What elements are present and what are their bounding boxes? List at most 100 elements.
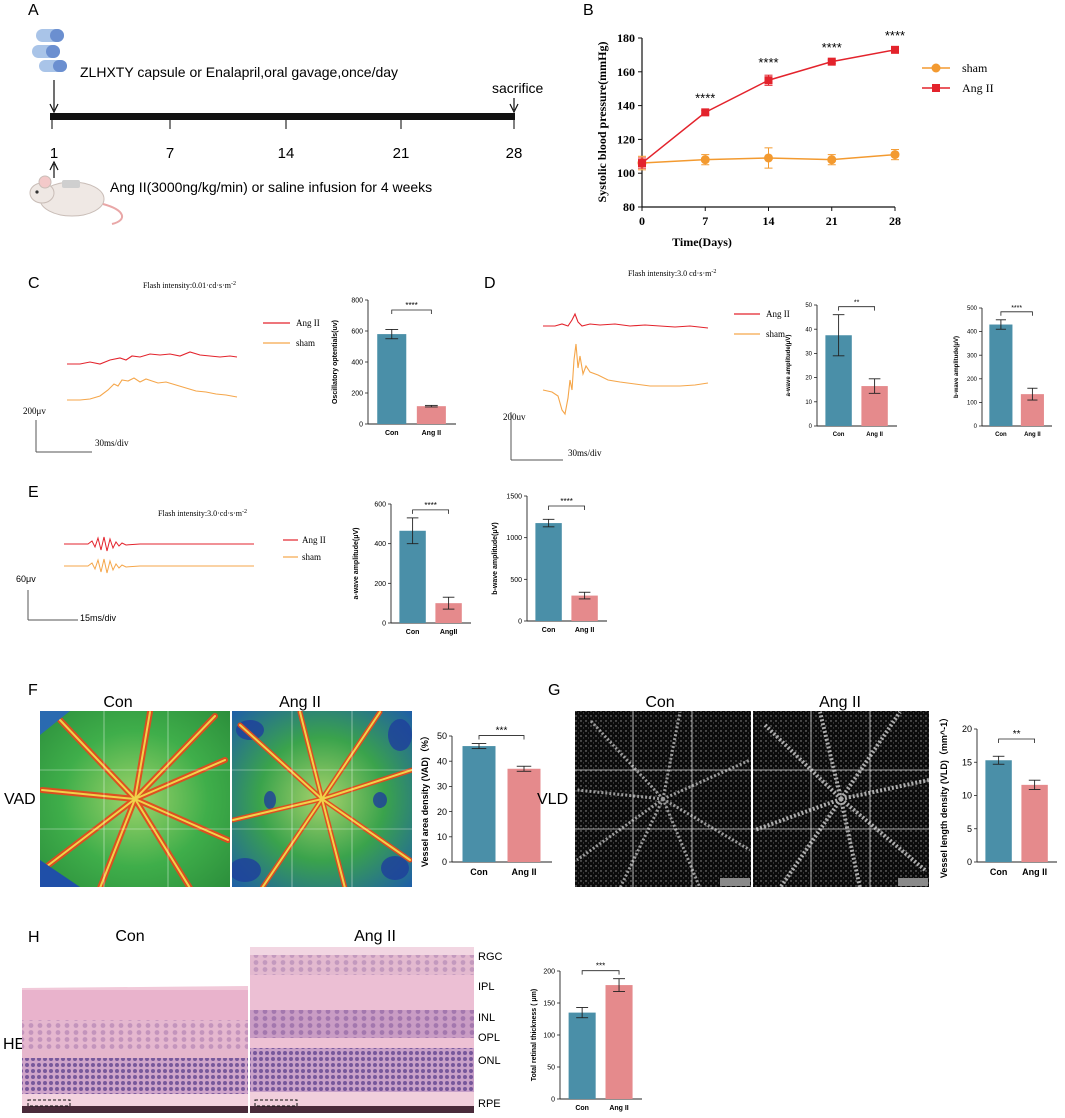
panel-e-erg: Flash intensity:3.0·cd·s·m-2 Ang II sham…	[16, 509, 326, 623]
bar-y-tick-label: 10	[805, 400, 812, 406]
bar-y-tick-label: 600	[351, 328, 363, 335]
panel-g-bar-chart: 0 5 10 15 20 Con Ang II ** Vessel length density…	[939, 713, 1057, 878]
bar-con	[399, 530, 426, 623]
legend-angii: Ang II	[962, 81, 994, 95]
bar-con	[377, 334, 407, 424]
b-point-angii	[827, 57, 836, 66]
bar-y-tick-label: 30	[805, 352, 812, 358]
bar-ang-ii	[605, 985, 633, 1099]
panel-e-bar-b-wave: 0 500 1000 1500 Con Ang II **** b-wave amplitud…	[492, 493, 607, 634]
sacrifice-label: sacrifice	[492, 80, 544, 96]
panel-f-bar-chart: 0 10 20 30 40 50 Con Ang II *** Vessel area densi…	[420, 726, 552, 877]
bar-con	[535, 523, 562, 621]
bar-ang-ii	[1021, 784, 1048, 862]
bar-y-axis-label: b-wave amplitude(μV)	[954, 336, 960, 398]
b-xlabel: Time(Days)	[672, 235, 732, 249]
d-scale-voltage: 200uv	[503, 412, 526, 422]
he-image-con	[22, 947, 248, 1113]
bar-con	[985, 760, 1012, 862]
bar-ang-ii	[571, 595, 598, 621]
bar-y-tick-label: 400	[967, 330, 978, 336]
b-x-tick-label: 0	[639, 214, 645, 228]
bar-ang-ii	[1020, 394, 1044, 426]
timeline-bar	[50, 113, 515, 120]
b-ylabel: Systolic blood pressure(mmHg)	[595, 42, 609, 203]
bar-y-tick-label: 600	[374, 501, 386, 508]
f-col-angii: Ang II	[279, 694, 321, 711]
bar-category-label: Ang II	[866, 432, 883, 438]
bar-y-axis-label: b-wave amplitude(μV)	[492, 522, 499, 594]
d-trace-sham	[542, 343, 709, 416]
bar-ang-ii	[507, 768, 541, 862]
bar-category-label: Con	[406, 629, 420, 636]
layer-label: IPL	[478, 981, 495, 993]
bar-y-axis-label: Total retinal thickness ( μm)	[531, 989, 538, 1081]
bar-category-label: Ang II	[575, 627, 594, 634]
b-point-sham	[827, 155, 837, 165]
f-row-label: VAD	[4, 791, 36, 808]
g-col-angii: Ang II	[819, 694, 861, 711]
bar-y-tick-label: 1500	[506, 493, 522, 500]
bar-significance: ****	[560, 497, 572, 506]
vad-image-angii	[232, 711, 412, 887]
b-point-angii	[701, 108, 710, 117]
bar-significance-bracket	[1000, 311, 1033, 316]
bar-y-axis-label: a-wave amplitude(μV)	[353, 528, 360, 600]
layer-label: OPL	[478, 1032, 500, 1044]
b-y-tick-label: 160	[617, 65, 635, 79]
bar-y-tick-label: 0	[442, 857, 447, 867]
panel-label-d: D	[484, 275, 496, 292]
e-legend-angii: Ang II	[302, 535, 326, 545]
panel-d-bar-b-wave: 0 100 200 300 400 500 Con Ang II **** b-wave ampl…	[954, 305, 1052, 438]
day-label: 1	[50, 145, 58, 162]
b-significance: ****	[695, 91, 715, 106]
panel-label-h: H	[28, 929, 40, 946]
day-label: 21	[393, 145, 410, 162]
panel-label-c: C	[28, 275, 40, 292]
bar-y-tick-label: 50	[437, 731, 447, 741]
h-col-con: Con	[115, 928, 144, 945]
c-legend-sham: sham	[296, 338, 315, 348]
bar-y-tick-label: 40	[805, 327, 812, 333]
d-legend-sham: sham	[766, 329, 785, 339]
e-scale-time: 15ms/div	[80, 613, 117, 623]
bar-con	[989, 324, 1013, 426]
bar-y-tick-label: 20	[805, 376, 812, 382]
bar-y-tick-label: 5	[967, 824, 972, 834]
panel-h-bar-chart: 0 50 100 150 200 Con Ang II *** Total retinal th…	[531, 962, 642, 1112]
bar-y-tick-label: 20	[437, 807, 447, 817]
d-legend-angii: Ang II	[766, 309, 790, 319]
bar-y-tick-label: 0	[809, 424, 813, 430]
bar-significance-bracket	[478, 735, 525, 740]
b-significance: ****	[885, 28, 905, 43]
bar-significance-bracket	[391, 309, 432, 314]
bar-con	[462, 746, 496, 862]
bar-y-axis-label: Vessel length density (VLD)（mm^-1）	[939, 713, 949, 878]
bar-y-tick-label: 30	[437, 782, 447, 792]
panel-label-f: F	[28, 682, 38, 699]
panel-h: Con Ang II HE	[3, 928, 503, 1113]
b-significance: ****	[822, 40, 842, 55]
bar-category-label: Ang II	[1022, 867, 1047, 877]
h-col-angii: Ang II	[354, 928, 396, 945]
c-legend-angii: Ang II	[296, 318, 320, 328]
panel-c-erg: Flash intensity:0.01·cd·s·m-2 Ang II sha…	[23, 281, 320, 453]
bar-significance-bracket	[838, 306, 875, 311]
bar-significance-bracket	[998, 738, 1035, 743]
layer-label: INL	[478, 1012, 495, 1024]
mouse-icon	[29, 175, 123, 225]
bar-y-tick-label: 400	[351, 359, 363, 366]
bar-y-tick-label: 500	[967, 306, 978, 312]
panel-f: Con Ang II VAD	[4, 694, 412, 887]
bar-category-label: Ang II	[512, 867, 537, 877]
bar-y-tick-label: 50	[805, 303, 812, 309]
b-x-tick-label: 21	[826, 214, 838, 228]
panel-d-erg: Flash intensity:3.0 cd·s·m-2 Ang II sham…	[503, 269, 790, 461]
drug-text: ZLHXTY capsule or Enalapril,oral gavage,…	[80, 64, 398, 80]
bar-con	[568, 1012, 596, 1099]
panel-e-bar-a-wave: 0 200 400 600 Con AngII **** a-wave amplitude(μ…	[353, 501, 471, 636]
bar-significance: **	[1013, 729, 1021, 740]
bar-category-label: Con	[995, 432, 1007, 438]
c-scale-time: 30ms/div	[95, 438, 129, 448]
b-point-sham	[764, 153, 773, 163]
